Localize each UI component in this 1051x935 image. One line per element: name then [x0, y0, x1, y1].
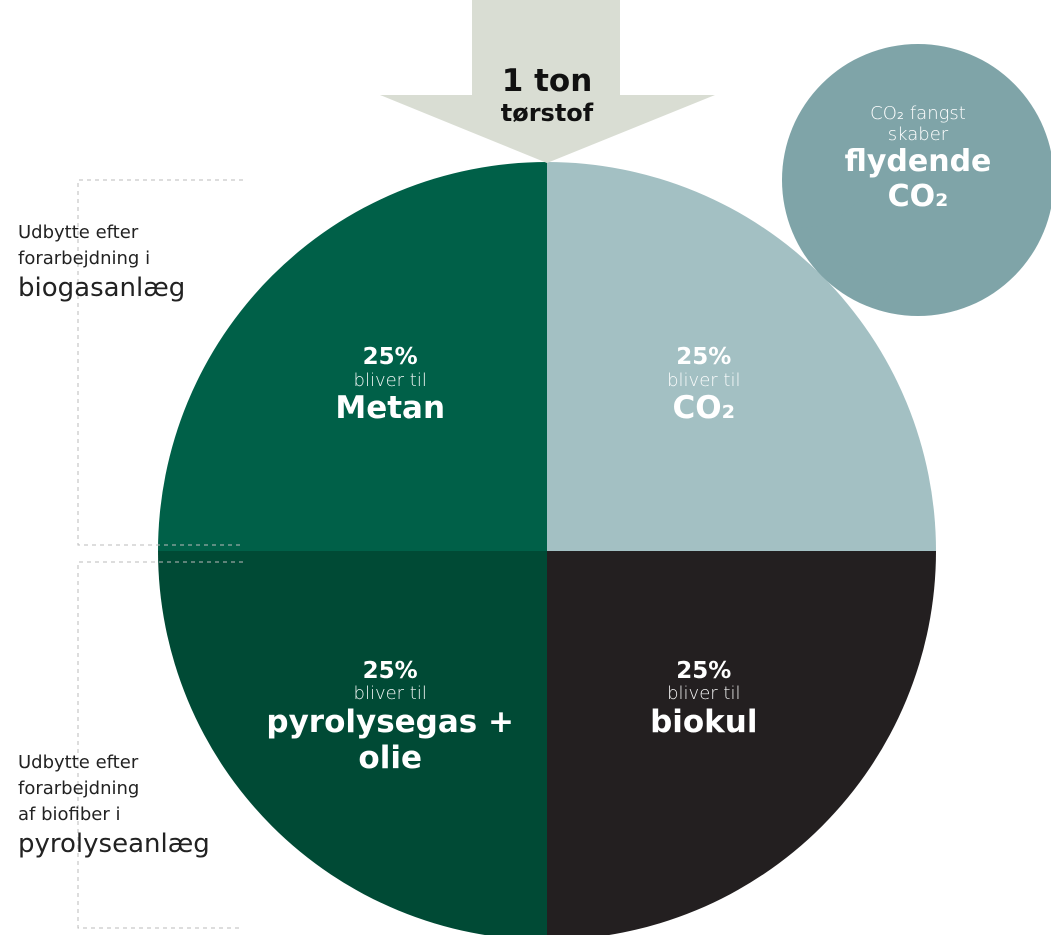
slice-category: biokul — [650, 703, 758, 740]
bubble-pointer — [800, 200, 900, 302]
bracket — [77, 561, 243, 929]
side-label: Udbytte efter forarbejdning i biogasanlæ… — [18, 220, 185, 306]
slice-label: 25% bliver til biokul — [564, 658, 844, 741]
bubble-caption: skaber — [887, 123, 949, 145]
side-line: Udbytte efter — [18, 752, 139, 773]
side-line: forarbejdning — [18, 778, 140, 800]
pie-slice — [547, 162, 936, 551]
slice-caption: bliver til — [353, 369, 427, 391]
input-label: 1 ton tørstof — [447, 63, 647, 127]
slice-category: pyrolysegas + olie — [266, 703, 515, 776]
side-emphasis: pyrolyseanlæg — [18, 829, 210, 860]
slice-category: Metan — [335, 390, 446, 427]
slice-label: 25% bliver til CO₂ — [564, 344, 844, 427]
input-arrow — [380, 0, 715, 163]
pie-slice — [547, 551, 936, 935]
side-line: af biofiber i — [18, 804, 121, 826]
slice-value: 25% — [362, 344, 418, 371]
slice-caption: bliver til — [353, 683, 427, 705]
pie-slice — [158, 551, 547, 935]
side-line: Udbytte efter — [18, 222, 139, 243]
bubble-text: CO₂ fangst skaber flydende CO₂ — [818, 103, 1018, 214]
slice-category: CO₂ — [672, 390, 736, 427]
input-line: 1 ton — [501, 63, 593, 99]
side-line: forarbejdning i — [18, 248, 151, 270]
bracket — [77, 179, 243, 546]
slice-caption: bliver til — [667, 369, 741, 391]
pie — [158, 162, 936, 935]
bubble-title: CO₂ — [887, 178, 949, 214]
slice-value: 25% — [676, 657, 732, 684]
side-label: Udbytte efter forarbejdning af biofiber … — [18, 750, 210, 862]
slice-label: 25% bliver til Metan — [250, 344, 530, 427]
side-emphasis: biogasanlæg — [18, 273, 186, 304]
slice-value: 25% — [676, 344, 732, 371]
bubble-caption: CO₂ fangst — [870, 103, 966, 124]
pie-slice — [158, 162, 547, 551]
slice-value: 25% — [362, 657, 418, 684]
input-line: tørstof — [500, 98, 594, 127]
slice-label: 25% bliver til pyrolysegas + olie — [250, 658, 530, 776]
bubble-title: flydende — [844, 144, 992, 180]
slice-caption: bliver til — [667, 683, 741, 705]
